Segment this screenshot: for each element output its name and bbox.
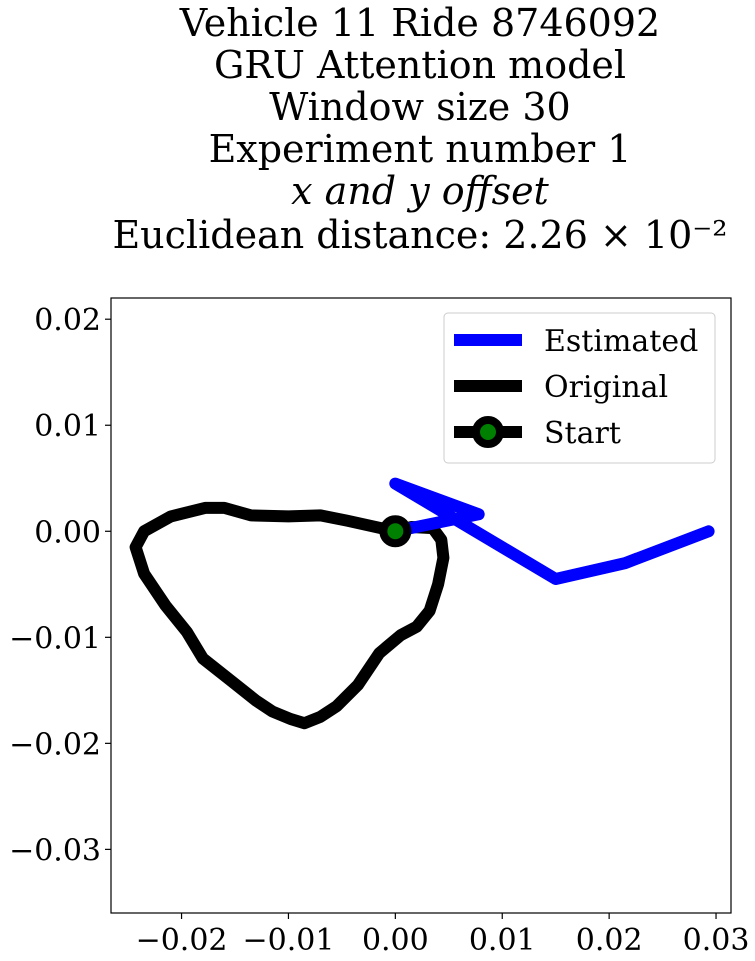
y-tick-label: 0.01 — [34, 409, 101, 444]
x-tick-label: 0.01 — [469, 923, 536, 958]
legend-box — [443, 312, 716, 464]
plot-frame — [110, 297, 732, 914]
x-tick-label: 0.02 — [576, 923, 643, 958]
title-line-5: x and y offset — [291, 169, 549, 213]
x-tick-label: −0.01 — [242, 923, 334, 958]
y-tick-label: −0.01 — [9, 621, 101, 656]
x-tick-label: 0.00 — [362, 923, 429, 958]
x-tick-label: 0.03 — [683, 923, 750, 958]
y-tick-label: −0.02 — [9, 727, 101, 762]
y-tick-label: 0.00 — [34, 515, 101, 550]
title-line-1: Vehicle 11 Ride 8746092 — [179, 1, 660, 45]
title-line-4: Experiment number 1 — [209, 127, 632, 171]
legend-original-label: Original — [544, 370, 668, 405]
legend-start-marker — [472, 416, 504, 448]
chart-title: Vehicle 11 Ride 8746092 GRU Attention mo… — [112, 1, 727, 257]
title-line-3: Window size 30 — [269, 85, 570, 129]
y-tick-label: −0.03 — [9, 833, 101, 868]
legend-start-label: Start — [544, 416, 621, 451]
series-estimated-line — [389, 477, 715, 585]
y-tick-label: 0.02 — [34, 303, 101, 338]
x-tick-label: −0.02 — [136, 923, 228, 958]
legend: Estimated Original Start — [443, 312, 716, 464]
legend-estimated-label: Estimated — [544, 324, 698, 359]
title-line-2: GRU Attention model — [214, 43, 626, 87]
title-line-6: Euclidean distance: 2.26 × 10⁻² — [112, 213, 727, 257]
series-layer — [129, 477, 715, 730]
y-axis: 0.02 0.01 0.00 −0.01 −0.02 −0.03 — [9, 303, 111, 868]
start-marker — [379, 515, 412, 548]
x-axis: −0.02 −0.01 0.00 0.01 0.02 0.03 — [136, 913, 750, 958]
series-original-line — [129, 501, 450, 730]
